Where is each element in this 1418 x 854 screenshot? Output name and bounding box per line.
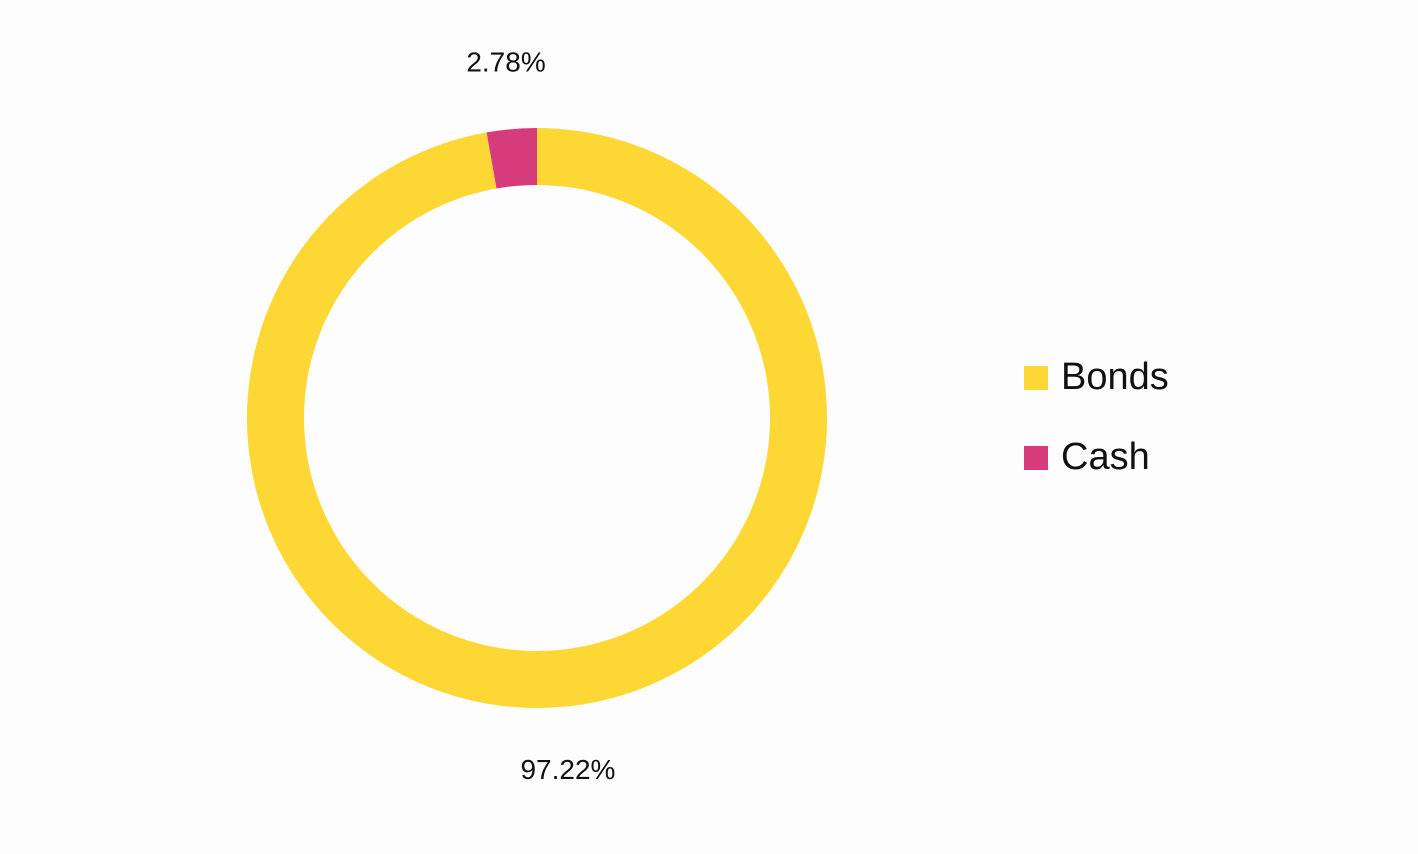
legend-label: Cash [1061,436,1150,478]
value-label: 2.78% [466,47,545,78]
legend-swatch [1024,446,1048,470]
legend-label: Bonds [1061,356,1169,398]
value-label: 97.22% [520,754,615,785]
slice [486,128,537,189]
legend-swatch [1024,366,1048,390]
